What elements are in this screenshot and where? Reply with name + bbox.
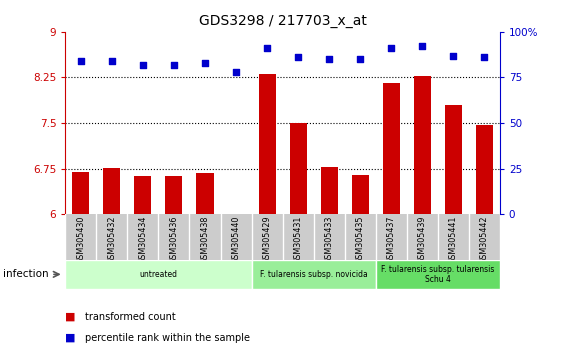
Text: ■: ■ bbox=[65, 333, 76, 343]
Text: GSM305438: GSM305438 bbox=[201, 216, 210, 264]
Text: GSM305434: GSM305434 bbox=[139, 216, 148, 264]
Title: GDS3298 / 217703_x_at: GDS3298 / 217703_x_at bbox=[199, 14, 366, 28]
Point bbox=[356, 56, 365, 62]
Text: GSM305440: GSM305440 bbox=[232, 216, 240, 264]
Point bbox=[76, 58, 85, 64]
Bar bbox=[445, 105, 462, 214]
Bar bbox=[72, 172, 89, 214]
Point bbox=[324, 56, 333, 62]
Bar bbox=[258, 74, 275, 214]
Bar bbox=[65, 260, 252, 289]
Text: GSM305429: GSM305429 bbox=[262, 216, 272, 264]
Text: GSM305437: GSM305437 bbox=[387, 216, 396, 264]
Bar bbox=[375, 260, 500, 289]
Text: GSM305439: GSM305439 bbox=[417, 216, 427, 264]
Bar bbox=[252, 260, 375, 289]
Point bbox=[232, 69, 241, 75]
Text: ■: ■ bbox=[65, 312, 76, 322]
Text: F. tularensis subsp. tularensis
Schu 4: F. tularensis subsp. tularensis Schu 4 bbox=[381, 265, 495, 284]
Bar bbox=[320, 167, 337, 214]
Text: percentile rank within the sample: percentile rank within the sample bbox=[85, 333, 250, 343]
Bar bbox=[352, 175, 369, 214]
Text: GSM305442: GSM305442 bbox=[480, 216, 489, 264]
Bar bbox=[165, 177, 182, 214]
Point bbox=[107, 58, 116, 64]
Point bbox=[294, 55, 303, 60]
Text: GSM305433: GSM305433 bbox=[325, 216, 333, 264]
Point bbox=[417, 44, 427, 49]
Text: GSM305431: GSM305431 bbox=[294, 216, 303, 264]
Point bbox=[449, 53, 458, 58]
Text: F. tularensis subsp. novicida: F. tularensis subsp. novicida bbox=[260, 270, 367, 279]
Text: GSM305432: GSM305432 bbox=[107, 216, 116, 264]
Point bbox=[169, 62, 178, 68]
Point bbox=[262, 45, 272, 51]
Bar bbox=[476, 125, 493, 214]
Bar bbox=[414, 76, 431, 214]
Text: GSM305430: GSM305430 bbox=[76, 216, 85, 264]
Text: GSM305441: GSM305441 bbox=[449, 216, 458, 264]
Text: GSM305436: GSM305436 bbox=[169, 216, 178, 264]
Point bbox=[387, 45, 396, 51]
Point bbox=[480, 55, 489, 60]
Text: transformed count: transformed count bbox=[85, 312, 176, 322]
Bar bbox=[103, 168, 120, 214]
Point bbox=[139, 62, 148, 68]
Text: GSM305435: GSM305435 bbox=[356, 216, 365, 264]
Text: infection: infection bbox=[3, 269, 48, 279]
Bar bbox=[135, 176, 152, 214]
Bar bbox=[383, 83, 400, 214]
Bar bbox=[228, 213, 245, 214]
Bar bbox=[290, 123, 307, 214]
Point bbox=[201, 60, 210, 66]
Bar bbox=[197, 173, 214, 214]
Text: untreated: untreated bbox=[139, 270, 177, 279]
